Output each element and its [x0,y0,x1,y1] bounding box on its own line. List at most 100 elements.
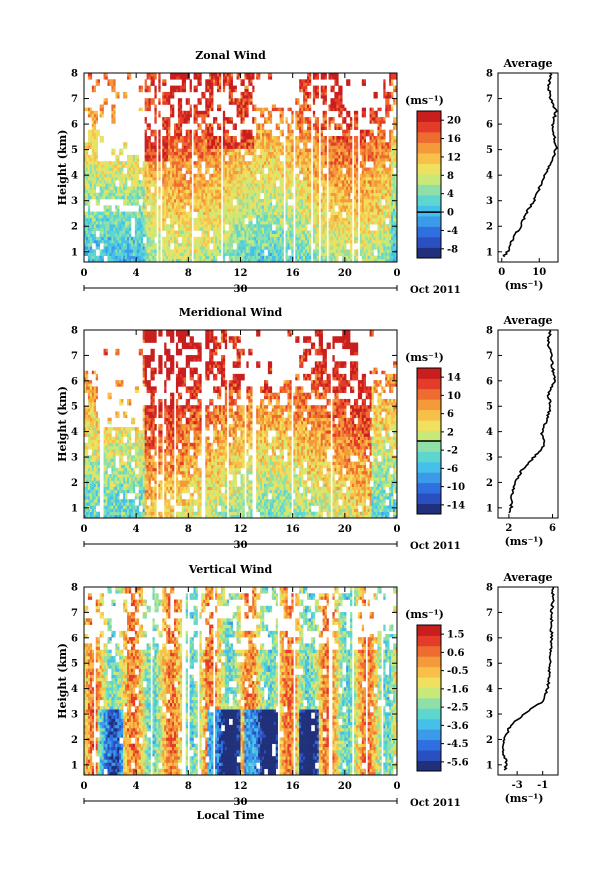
heatmap-cell [281,255,284,260]
heatmap-cell [218,189,222,193]
heatmap-cell [307,186,310,190]
heatmap-cell [263,230,267,234]
heatmap-cell [148,239,151,244]
heatmap-cell [170,91,173,96]
heatmap-cell [242,91,245,96]
heatmap-cell [146,123,149,127]
heatmap-cell [172,255,175,260]
heatmap-cell [193,107,196,112]
heatmap-cell [187,227,190,231]
heatmap-cell [93,183,97,187]
heatmap-cell [189,85,192,90]
heatmap-cell [170,192,173,197]
heatmap-cell [234,161,237,165]
heatmap-cell [170,233,173,238]
heatmap-cell [250,91,253,96]
heatmap-cell [217,192,220,197]
heatmap-cell [95,176,98,181]
heatmap-cell [218,126,222,130]
heatmap-cell [267,227,271,231]
heatmap-cell [256,139,259,143]
heatmap-cell [170,85,173,90]
heatmap-cell [252,164,255,168]
heatmap-cell [97,224,100,228]
heatmap-cell [199,79,202,83]
heatmap-cell [185,186,188,190]
heatmap-cell [215,180,218,184]
heatmap-cell [218,236,222,241]
heatmap-cell [185,151,188,156]
heatmap-cell [262,126,265,130]
heatmap-cell [217,183,220,187]
heatmap-cell [289,224,292,228]
heatmap-cell [125,145,128,149]
heatmap-cell [95,120,98,124]
heatmap-cell [97,236,100,241]
heatmap-cell [258,123,261,127]
heatmap-cell [299,243,302,247]
heatmap-cell [185,230,188,234]
heatmap-cell [262,129,265,134]
heatmap-cell [312,258,316,263]
heatmap-cell [217,176,220,181]
heatmap-cell [277,170,280,175]
heatmap-cell [146,258,149,263]
heatmap-cell [232,183,235,187]
heatmap-cell [291,192,294,197]
heatmap-cell [263,161,267,165]
heatmap-cell [240,186,243,190]
heatmap-cell [144,167,147,171]
heatmap-cell [242,161,245,165]
heatmap-cell [277,192,280,197]
heatmap-cell [117,164,120,168]
heatmap-cell [226,82,230,86]
heatmap-cell [107,224,110,228]
heatmap-cell [95,227,98,231]
heatmap-cell [217,170,220,175]
heatmap-cell [125,195,128,200]
heatmap-cell [324,246,327,250]
heatmap-cell [111,252,114,256]
heatmap-cell [166,154,169,159]
heatmap-cell [258,139,261,143]
heatmap-cell [138,88,142,93]
heatmap-cell [234,255,237,260]
heatmap-cell [248,101,251,105]
heatmap-cell [207,170,210,175]
heatmap-cell [146,126,149,130]
heatmap-cell [197,82,200,86]
heatmap-cell [203,230,206,234]
heatmap-cell [85,202,89,206]
heatmap-cell [234,214,237,219]
heatmap-cell [187,224,190,228]
heatmap-cell [256,202,259,206]
heatmap-cell [299,82,302,86]
heatmap-cell [173,246,177,250]
heatmap-cell [295,158,298,162]
heatmap-cell [263,189,267,193]
heatmap-cell [312,186,316,190]
heatmap-cell [218,205,222,209]
heatmap-cell [84,154,87,159]
heatmap-cell [254,104,257,108]
heatmap-cell [181,139,185,143]
heatmap-cell [218,76,222,80]
heatmap-cell [218,107,222,112]
heatmap-cell [303,85,306,90]
heatmap-cell [181,183,185,187]
heatmap-cell [103,243,106,247]
heatmap-cell [195,145,198,149]
heatmap-cell [179,205,183,209]
heatmap-cell [115,249,118,253]
heatmap-cell [95,180,98,184]
heatmap-cell [172,139,175,143]
heatmap-cell [144,186,147,190]
heatmap-cell [285,249,288,253]
heatmap-cell [285,180,288,184]
heatmap-cell [164,239,167,244]
heatmap-cell [177,154,181,159]
heatmap-cell [260,202,263,206]
heatmap-cell [222,145,226,149]
heatmap-cell [127,217,130,222]
heatmap-cell [125,176,128,181]
